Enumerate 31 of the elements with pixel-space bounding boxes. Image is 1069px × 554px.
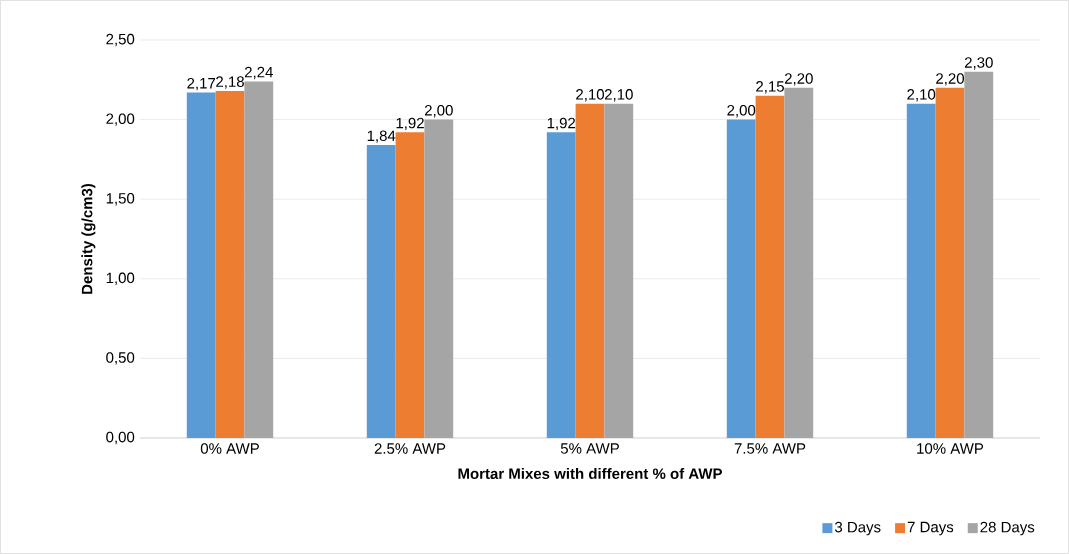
x-tick-label: 5% AWP — [560, 443, 619, 454]
data-label: 2,10 — [604, 89, 633, 102]
data-label: 1,84 — [367, 130, 396, 143]
y-tick-label: 0,50 — [106, 352, 135, 365]
x-tick-label: 2.5% AWP — [374, 443, 446, 454]
legend-label: 3 Days — [834, 521, 881, 536]
y-tick-label: 2,00 — [106, 113, 135, 126]
y-tick-label: 2,50 — [106, 33, 135, 47]
legend-label: 7 Days — [907, 521, 954, 536]
data-label: 2,10 — [907, 89, 936, 102]
y-tick-label: 1,50 — [106, 192, 135, 206]
data-label: 2,00 — [727, 105, 756, 118]
data-label: 2,17 — [187, 77, 216, 91]
y-axis-title: Density (g/cm3) — [81, 183, 96, 294]
data-label: 2,10 — [576, 89, 604, 102]
data-label: 2,15 — [756, 81, 784, 94]
data-label: 2,20 — [784, 73, 813, 86]
x-axis-title: Mortar Mixes with different % of AWP — [458, 468, 722, 480]
x-tick-label: 0% AWP — [200, 443, 259, 454]
x-tick-label: 10% AWP — [917, 443, 984, 454]
data-label: 2,24 — [244, 66, 273, 80]
legend-label: 28 Days — [980, 521, 1035, 536]
data-label: 1,92 — [396, 117, 424, 131]
data-label: 2,00 — [424, 105, 453, 118]
data-label: 2,30 — [964, 57, 993, 70]
data-label: 2,20 — [936, 73, 964, 86]
x-tick-label: 7.5% AWP — [734, 443, 806, 454]
data-label: 1,92 — [547, 117, 576, 131]
y-tick-label: 0,00 — [106, 431, 135, 445]
data-label: 2,18 — [216, 76, 244, 89]
y-tick-label: 1,00 — [106, 272, 135, 285]
